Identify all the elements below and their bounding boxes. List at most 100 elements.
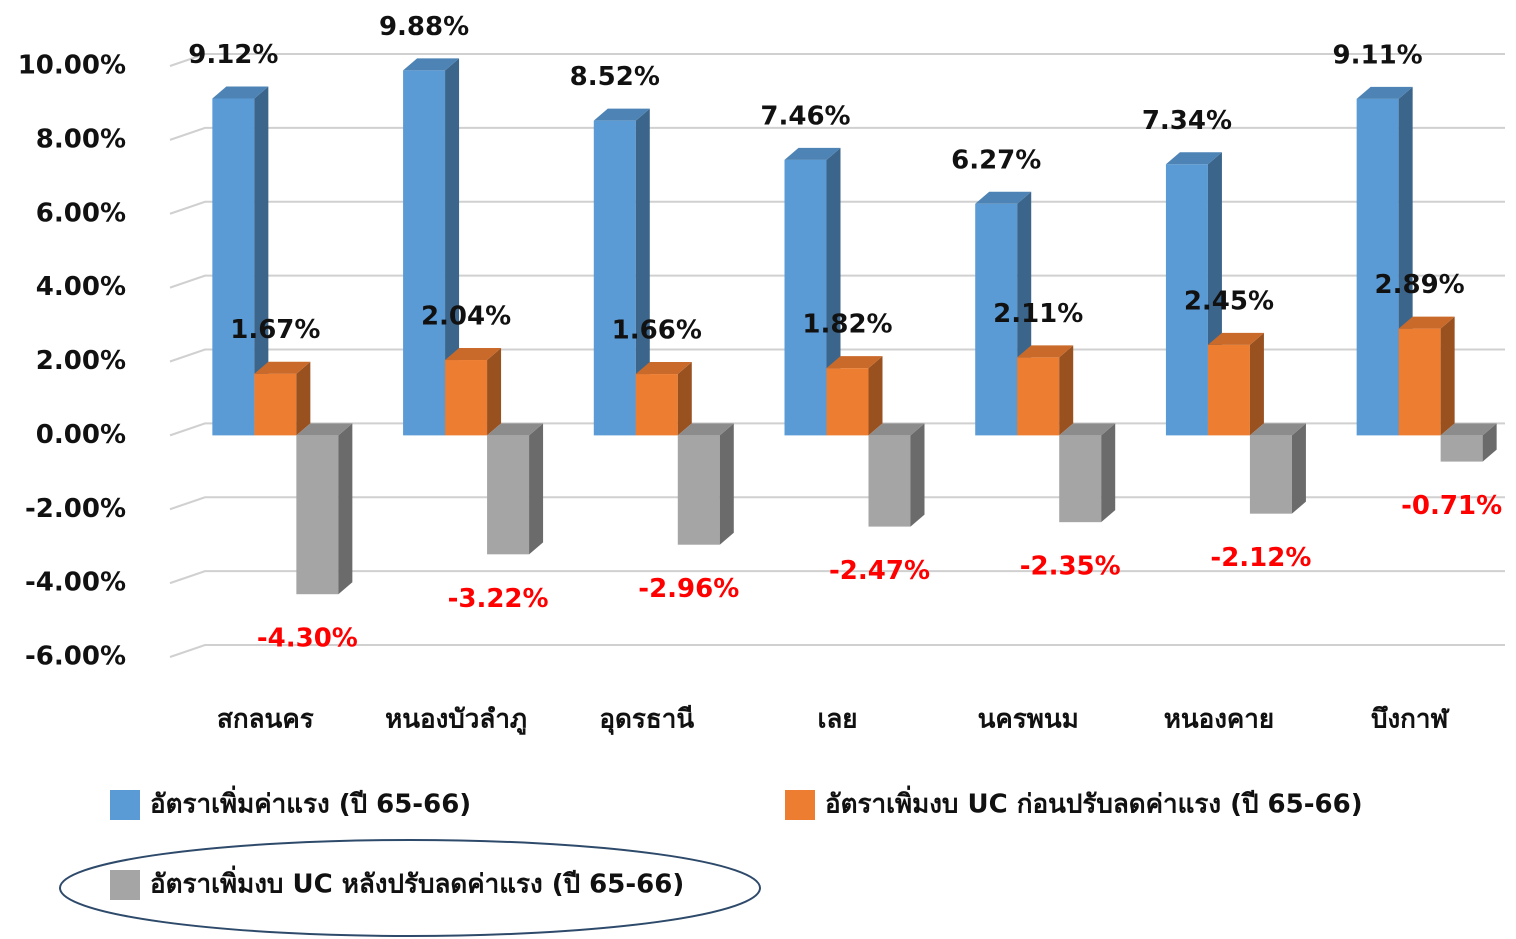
data-label: 6.27% xyxy=(951,145,1041,175)
x-tick-label: อุดรธานี xyxy=(599,705,694,736)
data-label: 7.46% xyxy=(760,101,850,131)
bar-side xyxy=(1101,423,1116,523)
bar-side xyxy=(296,361,311,436)
bar-top xyxy=(1249,423,1306,436)
bar-side xyxy=(487,348,502,436)
bar xyxy=(254,361,311,436)
bar xyxy=(1207,332,1264,436)
bar-top xyxy=(296,423,353,436)
bar-front xyxy=(1207,344,1250,436)
bar xyxy=(593,108,650,436)
y-tick-label: -6.00% xyxy=(25,642,126,672)
bar-front xyxy=(1440,435,1483,462)
bar-top xyxy=(445,348,502,361)
data-label: -2.47% xyxy=(829,556,930,586)
bar xyxy=(826,356,883,436)
bar-top xyxy=(975,191,1032,204)
bar-top xyxy=(1059,423,1116,436)
bar-top xyxy=(593,108,650,121)
bar-front xyxy=(403,70,446,436)
y-tick-label: 8.00% xyxy=(36,124,126,154)
bar-side xyxy=(910,423,925,527)
data-label: -0.71% xyxy=(1401,491,1502,521)
legend-label: อัตราเพิ่มงบ UC หลังปรับลดค่าแรง (ปี 65-… xyxy=(150,865,684,900)
bar-top xyxy=(677,423,734,436)
bar-front xyxy=(1249,435,1292,514)
data-label: 1.66% xyxy=(612,316,702,346)
bar-front xyxy=(784,159,827,436)
data-label: 1.82% xyxy=(802,310,892,340)
x-tick-label: นครพนม xyxy=(978,705,1079,735)
data-label: 2.11% xyxy=(993,299,1083,329)
bar xyxy=(1059,423,1116,523)
bar-top xyxy=(868,423,925,436)
bar-top xyxy=(212,86,269,99)
bar-side xyxy=(635,108,650,436)
data-label: 2.45% xyxy=(1184,286,1274,316)
bar xyxy=(677,423,734,545)
bar xyxy=(445,348,502,436)
bar-side xyxy=(1249,332,1264,436)
bar xyxy=(296,423,353,595)
data-label: 2.04% xyxy=(421,302,511,332)
legend-label: อัตราเพิ่มค่าแรง (ปี 65-66) xyxy=(150,785,471,820)
bar xyxy=(403,58,460,436)
bar-front xyxy=(1356,98,1399,436)
bar xyxy=(1017,345,1074,436)
grid-line xyxy=(169,570,1505,585)
bar xyxy=(1249,423,1306,514)
bar xyxy=(212,86,269,436)
highlight-ellipse xyxy=(59,839,761,937)
bar-side xyxy=(677,362,692,436)
bar-front xyxy=(296,435,339,595)
bar xyxy=(635,362,692,436)
bar-top xyxy=(1398,316,1455,329)
bar-side xyxy=(445,58,460,436)
bar-front xyxy=(1398,328,1441,436)
bar xyxy=(1398,316,1455,436)
x-tick-label: เลย xyxy=(817,705,857,735)
bar-top xyxy=(1440,423,1497,436)
x-tick-label: หนองคาย xyxy=(1164,705,1274,735)
y-tick-label: 0.00% xyxy=(36,420,126,450)
bar-front xyxy=(826,368,869,436)
grid-line xyxy=(169,644,1505,658)
data-label: 8.52% xyxy=(570,62,660,92)
data-label: -2.12% xyxy=(1210,543,1311,573)
bar-top xyxy=(826,356,883,369)
data-label: -2.96% xyxy=(638,574,739,604)
bar-front xyxy=(635,374,678,436)
bar-side xyxy=(338,423,353,595)
data-label: 7.34% xyxy=(1142,106,1232,136)
data-label: 1.67% xyxy=(230,315,320,345)
x-tick-label: บึงกาฬ xyxy=(1371,705,1450,735)
bar-side xyxy=(868,356,883,436)
grid-line xyxy=(169,53,1505,67)
data-label: 9.12% xyxy=(188,40,278,70)
bar-top xyxy=(1207,332,1264,345)
data-label: 9.88% xyxy=(379,12,469,42)
bar xyxy=(868,423,925,527)
y-tick-label: -2.00% xyxy=(25,494,126,524)
y-tick-label: 2.00% xyxy=(36,346,126,376)
bar-side xyxy=(1482,423,1497,462)
legend-swatch xyxy=(110,870,140,900)
bar xyxy=(487,423,544,555)
bar-front xyxy=(975,203,1018,436)
grid-line xyxy=(169,200,1505,215)
bar-side xyxy=(719,423,734,545)
y-tick-label: 4.00% xyxy=(36,272,126,302)
bar-front xyxy=(254,373,297,436)
data-label: -3.22% xyxy=(448,584,549,614)
bar-front xyxy=(677,435,720,545)
legend-swatch xyxy=(785,790,815,820)
bar-front xyxy=(487,435,530,555)
bar-side xyxy=(529,423,544,555)
bar-top xyxy=(784,147,841,160)
grid-line xyxy=(169,126,1505,141)
bar-top xyxy=(487,423,544,436)
y-tick-label: 10.00% xyxy=(18,51,126,81)
bar-front xyxy=(1017,357,1060,436)
bar-top xyxy=(635,362,692,375)
